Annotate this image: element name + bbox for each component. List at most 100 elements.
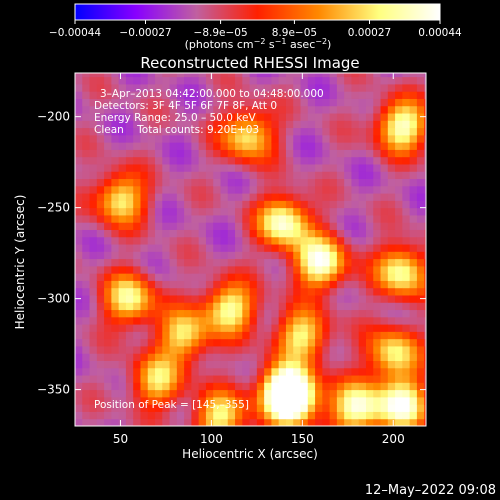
heatmap-cell (387, 113, 396, 121)
heatmap-cell (147, 396, 156, 405)
heatmap-cell (205, 229, 214, 238)
heatmap-cell (322, 302, 331, 311)
heatmap-cell (125, 353, 134, 361)
heatmap-cell (235, 105, 243, 114)
heatmap-cell (118, 345, 127, 354)
heatmap-cell (249, 294, 258, 303)
heatmap-cell (402, 142, 411, 150)
heatmap-cell (307, 134, 316, 143)
heatmap-cell (191, 367, 200, 376)
heatmap-cell (249, 193, 258, 201)
heatmap-cell (75, 163, 83, 172)
heatmap-cell (402, 258, 411, 267)
heatmap-cell (351, 156, 360, 165)
heatmap-cell (118, 163, 127, 172)
heatmap-cell (402, 294, 411, 303)
heatmap-cell (169, 273, 178, 281)
heatmap-cell (191, 375, 200, 383)
heatmap-cell (176, 171, 185, 180)
heatmap-cell (169, 331, 178, 340)
heatmap-cell (416, 127, 425, 136)
heatmap-cell (147, 353, 156, 361)
heatmap-cell (198, 251, 207, 260)
heatmap-cell (235, 345, 243, 354)
heatmap-cell (285, 105, 294, 114)
heatmap-cell (373, 73, 382, 78)
heatmap-cell (191, 214, 200, 223)
heatmap-cell (162, 185, 171, 194)
heatmap-cell (111, 345, 120, 354)
heatmap-cell (264, 411, 272, 420)
heatmap-cell (147, 178, 156, 187)
heatmap-cell (329, 244, 338, 252)
heatmap-cell (184, 105, 192, 114)
heatmap-cell (271, 236, 280, 245)
heatmap-cell (336, 83, 345, 92)
heatmap-cell (104, 229, 112, 238)
heatmap-cell (75, 302, 83, 311)
heatmap-cell (155, 294, 163, 303)
heatmap-cell (125, 338, 134, 347)
heatmap-cell (227, 244, 236, 252)
heatmap-cell (278, 185, 287, 194)
heatmap-cell (118, 178, 127, 187)
heatmap-cell (220, 193, 229, 201)
heatmap-cell (271, 207, 280, 216)
heatmap-cell (395, 73, 403, 78)
heatmap-cell (351, 258, 360, 267)
heatmap-cell (402, 265, 411, 274)
heatmap-cell (336, 404, 345, 412)
heatmap-cell (315, 83, 323, 92)
heatmap-cell (111, 236, 120, 245)
heatmap-cell (416, 331, 425, 340)
heatmap-cell (75, 207, 83, 216)
heatmap-cell (344, 411, 352, 420)
heatmap-cell (227, 404, 236, 412)
heatmap-cell (125, 360, 134, 369)
heatmap-cell (271, 273, 280, 281)
heatmap-cell (96, 105, 105, 114)
heatmap-cell (380, 309, 389, 318)
heatmap-cell (213, 273, 221, 281)
heatmap-cell (416, 222, 425, 230)
heatmap-cell (380, 331, 389, 340)
heatmap-cell (125, 142, 134, 150)
heatmap-cell (264, 258, 272, 267)
heatmap-cell (278, 178, 287, 187)
heatmap-cell (82, 273, 91, 281)
heatmap-cell (125, 280, 134, 289)
heatmap-cell (104, 396, 112, 405)
heatmap-cell (147, 207, 156, 216)
heatmap-cell (162, 149, 171, 158)
heatmap-cell (205, 418, 214, 426)
heatmap-cell (133, 185, 141, 194)
heatmap-cell (75, 338, 83, 347)
heatmap-cell (191, 309, 200, 318)
heatmap-cell (205, 338, 214, 347)
heatmap-cell (365, 251, 374, 260)
heatmap-cell (118, 287, 127, 296)
heatmap-cell (227, 149, 236, 158)
heatmap-cell (402, 382, 411, 391)
heatmap-cell (416, 280, 425, 289)
heatmap-cell (176, 345, 185, 354)
heatmap-cell (329, 331, 338, 340)
heatmap-cell (82, 302, 91, 311)
heatmap-cell (162, 73, 171, 78)
heatmap-cell (235, 258, 243, 267)
heatmap-cell (336, 134, 345, 143)
heatmap-cell (111, 302, 120, 311)
heatmap-cell (329, 411, 338, 420)
heatmap-cell (300, 142, 309, 150)
heatmap-cell (351, 324, 360, 332)
heatmap-cell (147, 418, 156, 426)
heatmap-cell (176, 367, 185, 376)
heatmap-cell (409, 214, 418, 223)
heatmap-cell (271, 331, 280, 340)
heatmap-cell (155, 113, 163, 121)
heatmap-cell (82, 280, 91, 289)
heatmap-cell (271, 418, 280, 426)
heatmap-cell (205, 200, 214, 209)
heatmap-cell (300, 287, 309, 296)
heatmap-cell (249, 396, 258, 405)
